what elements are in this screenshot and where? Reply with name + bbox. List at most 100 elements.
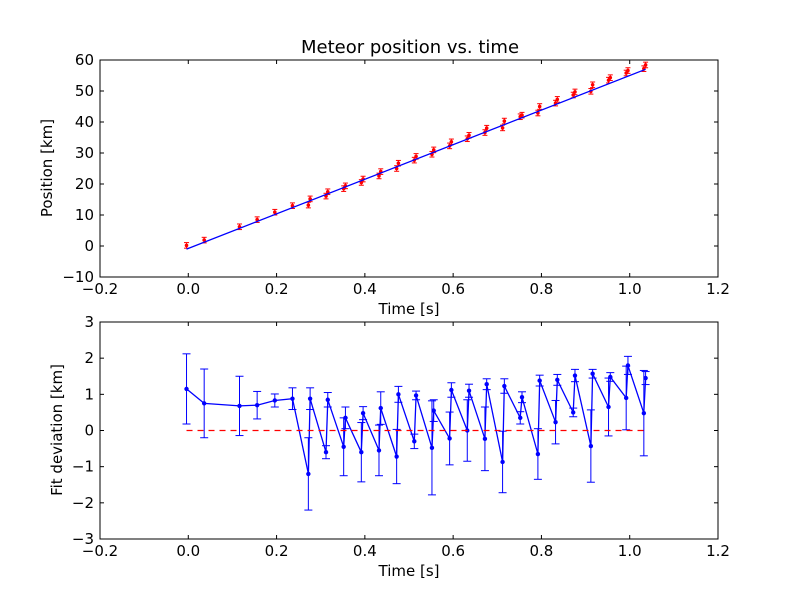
position-point	[202, 238, 206, 242]
position-point	[467, 133, 471, 138]
y-tick-label-bottom: 2	[84, 349, 94, 367]
position-point	[626, 68, 630, 73]
deviation-point	[325, 397, 330, 402]
position-point	[306, 203, 311, 207]
y-tick-label-top: 40	[75, 113, 94, 131]
tick-group-bottom: −0.2 0.0 0.2 0.4 0.6 0.8 1.0 1.2 −3 −2 −1 0 1 2 3	[72, 313, 730, 560]
y-tick-label-top: −10	[62, 268, 94, 286]
deviation-point	[500, 459, 505, 465]
x-tick-label-bottom: 0.0	[176, 542, 200, 560]
y-tick-label-bottom: −2	[72, 494, 94, 512]
y-tick-label-bottom: 0	[84, 422, 94, 440]
y-axis-label-bottom: Fit deviation [km]	[48, 364, 66, 496]
y-tick-label-top: 50	[75, 82, 94, 100]
deviation-point	[307, 396, 313, 401]
x-tick-label-top: 0.8	[529, 280, 553, 298]
x-tick-label-bottom: 1.0	[618, 542, 642, 560]
x-tick-label-bottom: 0.8	[529, 542, 553, 560]
deviation-point	[572, 373, 578, 378]
deviation-point	[608, 374, 613, 380]
deviation-point	[606, 404, 611, 410]
position-point	[555, 97, 560, 102]
deviation-point	[413, 393, 419, 398]
deviation-point	[588, 443, 594, 449]
x-tick-label-top: 0.4	[353, 280, 377, 298]
deviation-point	[201, 401, 207, 406]
deviation-point	[341, 444, 346, 449]
deviation-point	[571, 410, 576, 415]
position-point	[449, 140, 454, 144]
deviation-point	[343, 415, 348, 421]
x-tick-label-bottom: 0.6	[441, 542, 465, 560]
x-tick-label-bottom: −0.2	[82, 542, 118, 560]
chart-title: Meteor position vs. time	[301, 37, 519, 58]
y-tick-label-bottom: −1	[72, 458, 94, 476]
y-tick-label-bottom: −3	[72, 530, 94, 548]
deviation-point	[431, 408, 436, 413]
position-point	[500, 126, 505, 130]
deviation-point	[482, 436, 488, 442]
y-tick-label-top: 0	[84, 237, 94, 255]
deviation-point	[643, 375, 648, 381]
deviation-point	[449, 387, 454, 393]
position-point	[537, 104, 542, 109]
deviation-point	[429, 445, 435, 451]
x-tick-label-bottom: 1.2	[706, 542, 730, 560]
deviation-point	[625, 363, 631, 368]
y-tick-label-top: 20	[75, 175, 94, 193]
x-tick-label-top: −0.2	[82, 280, 118, 298]
x-tick-label-top: 0.2	[265, 280, 289, 298]
deviation-point	[412, 439, 417, 444]
position-point	[184, 243, 189, 248]
position-point	[325, 189, 330, 194]
deviation-point	[360, 410, 366, 416]
deviation-point	[323, 450, 329, 455]
position-point	[273, 210, 277, 215]
deviation-point	[447, 436, 452, 441]
deviation-point	[484, 382, 489, 387]
x-tick-label-top: 0.0	[176, 280, 200, 298]
deviation-point	[466, 388, 472, 393]
deviation-point	[378, 405, 383, 411]
marks-group-top	[184, 61, 649, 250]
deviation-point	[306, 471, 311, 477]
deviation-line	[186, 365, 647, 475]
position-point	[431, 148, 436, 152]
x-axis-label-top: Time [s]	[378, 300, 440, 318]
deviation-point	[394, 454, 399, 459]
position-point	[590, 83, 595, 87]
position-point	[396, 161, 401, 166]
deviation-point	[641, 410, 647, 416]
deviation-plot: −0.2 0.0 0.2 0.4 0.6 0.8 1.0 1.2 −3 −2 −1 0 1 2 3 Time…	[48, 313, 730, 580]
y-tick-label-bottom: 3	[84, 313, 94, 331]
position-point	[414, 154, 418, 159]
position-point	[377, 174, 381, 178]
y-tick-label-top: 10	[75, 206, 94, 224]
deviation-point	[553, 419, 558, 425]
deviation-point	[237, 403, 242, 409]
deviation-point	[502, 383, 507, 389]
y-tick-label-bottom: 1	[84, 385, 94, 403]
x-axis-label-bottom: Time [s]	[378, 562, 440, 580]
deviation-point	[396, 392, 401, 397]
x-tick-label-top: 1.0	[618, 280, 642, 298]
deviation-point	[518, 415, 523, 421]
deviation-point	[254, 402, 260, 408]
x-tick-label-top: 1.2	[706, 280, 730, 298]
plot-area-top	[99, 59, 719, 278]
position-point	[608, 75, 613, 80]
y-tick-label-top: 30	[75, 144, 94, 162]
deviation-point	[537, 378, 542, 383]
deviation-point	[623, 395, 629, 401]
position-point	[484, 126, 489, 130]
position-point	[573, 90, 577, 94]
position-plot: Meteor position vs. time −0.2 0.0 0.2 0.4 0.…	[38, 37, 730, 318]
x-tick-label-bottom: 0.4	[353, 542, 377, 560]
deviation-point	[519, 395, 525, 400]
deviation-point	[272, 398, 278, 403]
deviation-point	[555, 377, 560, 383]
position-point	[643, 63, 648, 67]
deviation-point	[376, 448, 382, 453]
deviation-point	[184, 386, 189, 392]
y-tick-label-top: 60	[75, 51, 94, 69]
